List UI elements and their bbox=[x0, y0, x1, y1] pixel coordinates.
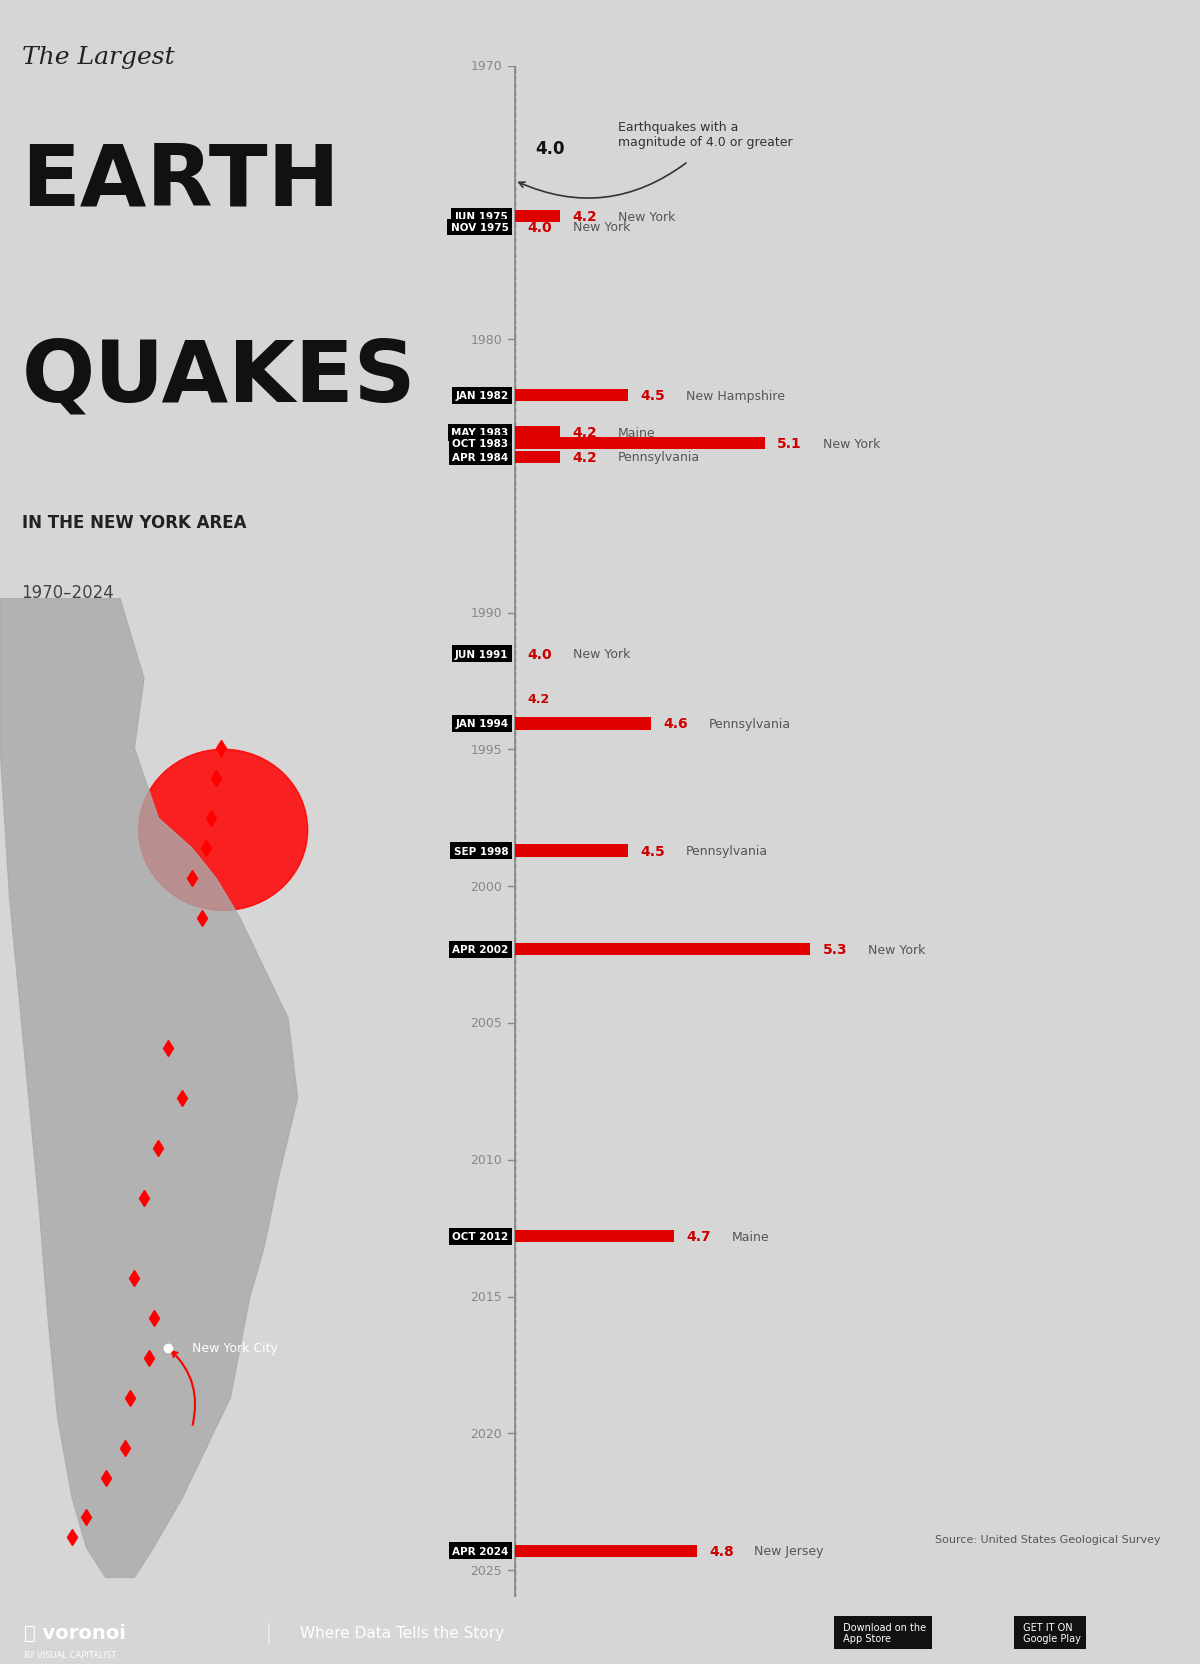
Text: JUN 1991: JUN 1991 bbox=[455, 649, 509, 659]
FancyBboxPatch shape bbox=[515, 1544, 696, 1558]
Text: 2000: 2000 bbox=[470, 880, 503, 894]
Text: 4.2: 4.2 bbox=[572, 210, 598, 225]
FancyBboxPatch shape bbox=[515, 211, 560, 223]
Text: APR 2002: APR 2002 bbox=[452, 945, 509, 955]
Text: 4.6: 4.6 bbox=[664, 717, 688, 730]
Text: JAN 1982: JAN 1982 bbox=[455, 391, 509, 401]
Text: 1980: 1980 bbox=[470, 333, 503, 346]
Text: IN THE NEW YORK AREA: IN THE NEW YORK AREA bbox=[22, 514, 246, 532]
Text: 4.5: 4.5 bbox=[641, 389, 666, 403]
Text: 4.0: 4.0 bbox=[527, 221, 552, 235]
Text: GET IT ON
 Google Play: GET IT ON Google Play bbox=[1020, 1622, 1081, 1642]
Text: 4.7: 4.7 bbox=[686, 1230, 710, 1243]
Text: OCT 2012: OCT 2012 bbox=[452, 1231, 509, 1241]
Text: Earthquakes with a
magnitude of 4.0 or greater: Earthquakes with a magnitude of 4.0 or g… bbox=[618, 121, 793, 148]
Text: Pennsylvania: Pennsylvania bbox=[709, 717, 791, 730]
Text: 4.2: 4.2 bbox=[572, 451, 598, 464]
Text: SEP 1998: SEP 1998 bbox=[454, 845, 509, 857]
Text: APR 1984: APR 1984 bbox=[452, 453, 509, 463]
Text: Download on the
 App Store: Download on the App Store bbox=[840, 1622, 926, 1642]
Text: EARTH: EARTH bbox=[22, 141, 341, 223]
FancyBboxPatch shape bbox=[515, 451, 560, 464]
Text: 5.1: 5.1 bbox=[778, 438, 802, 451]
Text: 4.2: 4.2 bbox=[527, 692, 550, 706]
Circle shape bbox=[139, 750, 307, 910]
Polygon shape bbox=[0, 599, 298, 1577]
FancyBboxPatch shape bbox=[515, 1230, 674, 1243]
Text: New York: New York bbox=[868, 943, 925, 957]
Text: 1990: 1990 bbox=[470, 607, 503, 619]
Text: 2020: 2020 bbox=[470, 1428, 503, 1439]
Text: QUAKES: QUAKES bbox=[22, 336, 416, 419]
Text: 5.3: 5.3 bbox=[823, 942, 847, 957]
Text: JUN 1975: JUN 1975 bbox=[455, 211, 509, 221]
FancyBboxPatch shape bbox=[515, 717, 652, 730]
Text: Maine: Maine bbox=[732, 1230, 769, 1243]
Text: 4.8: 4.8 bbox=[709, 1544, 733, 1558]
Text: 4.0: 4.0 bbox=[527, 647, 552, 661]
Text: New York: New York bbox=[572, 647, 630, 661]
Text: 🍃 voronoi: 🍃 voronoi bbox=[24, 1622, 126, 1642]
Text: 4.0: 4.0 bbox=[535, 140, 565, 158]
Text: 1970: 1970 bbox=[470, 60, 503, 73]
FancyBboxPatch shape bbox=[515, 438, 764, 449]
Text: BY VISUAL CAPITALIST: BY VISUAL CAPITALIST bbox=[24, 1651, 116, 1659]
Text: JAN 1994: JAN 1994 bbox=[455, 719, 509, 729]
Text: 2025: 2025 bbox=[470, 1564, 503, 1576]
Text: New York: New York bbox=[618, 210, 676, 223]
Text: 2010: 2010 bbox=[470, 1153, 503, 1166]
Text: APR 2024: APR 2024 bbox=[452, 1546, 509, 1556]
FancyBboxPatch shape bbox=[515, 426, 560, 439]
FancyBboxPatch shape bbox=[515, 943, 810, 955]
Text: New Jersey: New Jersey bbox=[755, 1544, 824, 1558]
Text: Pennsylvania: Pennsylvania bbox=[618, 451, 700, 464]
Text: 1995: 1995 bbox=[470, 744, 503, 757]
Text: MAY 1983: MAY 1983 bbox=[451, 428, 509, 438]
Text: New York: New York bbox=[823, 438, 880, 451]
Text: New York: New York bbox=[572, 221, 630, 235]
Text: New Hampshire: New Hampshire bbox=[686, 389, 785, 403]
Text: Source: United States Geological Survey: Source: United States Geological Survey bbox=[936, 1534, 1162, 1544]
Text: NOV 1975: NOV 1975 bbox=[450, 223, 509, 233]
Text: Where Data Tells the Story: Where Data Tells the Story bbox=[300, 1624, 504, 1641]
Text: 4.2: 4.2 bbox=[572, 426, 598, 439]
Text: 2005: 2005 bbox=[470, 1017, 503, 1030]
Text: The Largest: The Largest bbox=[22, 47, 174, 68]
Text: 2015: 2015 bbox=[470, 1290, 503, 1303]
Text: 1970–2024: 1970–2024 bbox=[22, 584, 114, 601]
Text: New York City: New York City bbox=[192, 1341, 278, 1354]
Text: 4.5: 4.5 bbox=[641, 844, 666, 859]
FancyBboxPatch shape bbox=[515, 845, 629, 857]
FancyBboxPatch shape bbox=[515, 389, 629, 403]
Text: OCT 1983: OCT 1983 bbox=[452, 439, 509, 449]
Text: Pennsylvania: Pennsylvania bbox=[686, 845, 768, 857]
Text: Maine: Maine bbox=[618, 426, 655, 439]
Text: |: | bbox=[264, 1622, 271, 1642]
